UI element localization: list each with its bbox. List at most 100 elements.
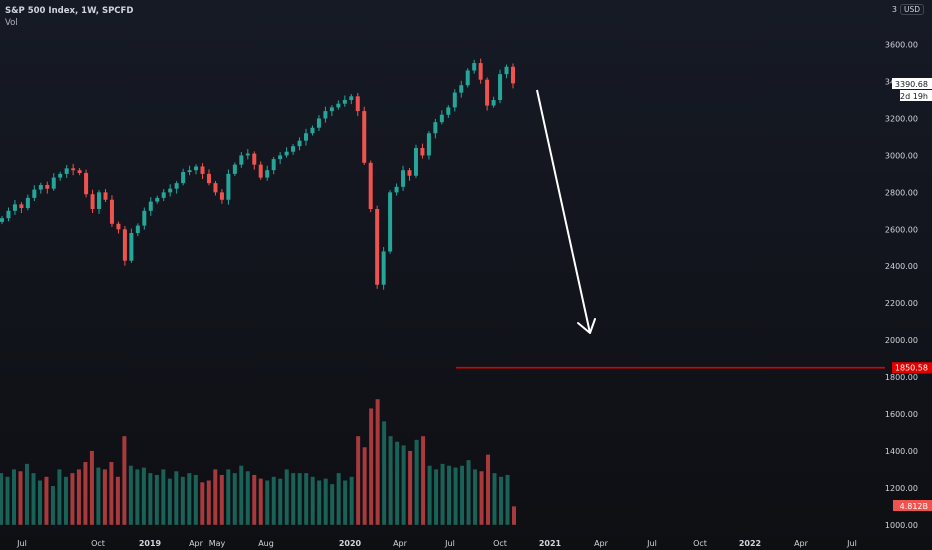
candle-body	[465, 70, 470, 86]
candle	[6, 207, 11, 222]
x-tick-label: Oct	[493, 539, 507, 548]
candle-body	[187, 170, 192, 173]
volume-bar	[460, 465, 465, 525]
y-tick-label: 3000.00	[885, 151, 918, 160]
candle	[413, 144, 418, 178]
volume-bar	[388, 436, 393, 525]
candle-body	[446, 107, 451, 115]
candle	[64, 165, 69, 178]
candles	[0, 58, 515, 290]
volume-bar	[440, 463, 445, 525]
candle-body	[194, 166, 199, 171]
candle	[32, 185, 37, 202]
candle-body	[58, 173, 63, 178]
candle	[349, 94, 354, 105]
volume-bar	[473, 469, 478, 525]
candle-body	[381, 251, 386, 285]
candle	[168, 184, 173, 197]
candle	[71, 163, 76, 176]
time-axis[interactable]: Jul Oct 2019 Apr May Aug 2020 Apr Jul Oct 2021 Apr J…	[16, 539, 857, 548]
volume-indicator-label[interactable]: Vol	[5, 18, 18, 28]
volume-bar	[434, 469, 439, 525]
volume-bar	[115, 476, 120, 525]
candle	[452, 89, 457, 112]
y-tick-label: 3200.00	[885, 114, 918, 123]
candle	[284, 147, 289, 158]
chart-legend: S&P 500 Index, 1W, SPCFD Vol	[5, 5, 133, 29]
volume-bar	[401, 445, 406, 525]
volume-bar	[180, 476, 185, 525]
candle	[19, 202, 24, 214]
candle-body	[135, 225, 140, 233]
y-tick-label: 2400.00	[885, 262, 918, 271]
candle-body	[504, 66, 509, 75]
down-arrow-annotation[interactable]	[536, 89, 596, 334]
candle	[407, 167, 412, 181]
candle-body	[168, 188, 173, 193]
candle-body	[245, 153, 250, 156]
candle	[142, 207, 147, 230]
x-tick-label: Apr	[393, 539, 408, 548]
volume-bar	[122, 436, 127, 525]
candle	[278, 152, 283, 165]
volume-bar	[83, 462, 88, 525]
candle-body	[200, 166, 205, 174]
candle	[206, 169, 211, 186]
candle	[84, 169, 89, 198]
candle	[58, 171, 63, 181]
y-tick-label: 2000.00	[885, 336, 918, 345]
candle	[459, 80, 464, 98]
candle	[368, 160, 373, 213]
symbol-title[interactable]: S&P 500 Index, 1W, SPCFD	[5, 6, 134, 16]
volume-bar	[447, 465, 452, 525]
volume-bar	[31, 473, 36, 525]
candle	[129, 228, 134, 263]
candle-body	[161, 192, 166, 198]
candle-body	[122, 229, 127, 261]
candle-body	[498, 74, 503, 101]
x-tick-label: Jul	[16, 539, 27, 548]
volume-bar	[369, 408, 374, 525]
volume-bar	[505, 474, 510, 525]
pane-number: 3	[891, 5, 897, 14]
volume-bar	[135, 469, 140, 525]
y-tick-label: 1200.00	[885, 484, 918, 493]
candle	[485, 77, 490, 111]
candle	[446, 105, 451, 118]
candle-body	[232, 164, 237, 174]
volume-bar	[317, 480, 322, 525]
candle-body	[323, 111, 328, 119]
candle-body	[271, 159, 276, 171]
candle-body	[426, 133, 431, 156]
volume-bar	[5, 476, 10, 525]
volume-bar	[291, 473, 296, 525]
x-tick-label: Oct	[693, 539, 707, 548]
volume-bar	[226, 469, 231, 525]
volume-bar	[349, 476, 354, 525]
volume-bar	[148, 473, 153, 525]
candle	[465, 68, 470, 88]
candle	[135, 223, 140, 237]
volume-bar	[174, 471, 179, 525]
volume-bar	[297, 473, 302, 525]
volume-bar	[414, 439, 419, 525]
candle-body	[181, 172, 186, 184]
candle	[116, 221, 121, 234]
candle-body	[109, 199, 114, 224]
candle-body	[90, 194, 95, 209]
candle	[316, 115, 321, 131]
candle-body	[439, 114, 444, 123]
candle-body	[25, 197, 30, 209]
volume-bar	[37, 480, 42, 525]
candle-body	[459, 85, 464, 93]
candle	[310, 125, 315, 136]
currency-badge[interactable]: USD	[899, 4, 924, 15]
candle	[271, 156, 276, 175]
level-price-label: 1850.58	[892, 362, 932, 374]
price-axis[interactable]: 1000.00 1200.00 1400.00 1600.00 1800.00 2000.…	[885, 41, 918, 530]
volume-bar	[271, 476, 276, 525]
candle-body	[316, 118, 321, 128]
candle-body	[142, 210, 147, 226]
